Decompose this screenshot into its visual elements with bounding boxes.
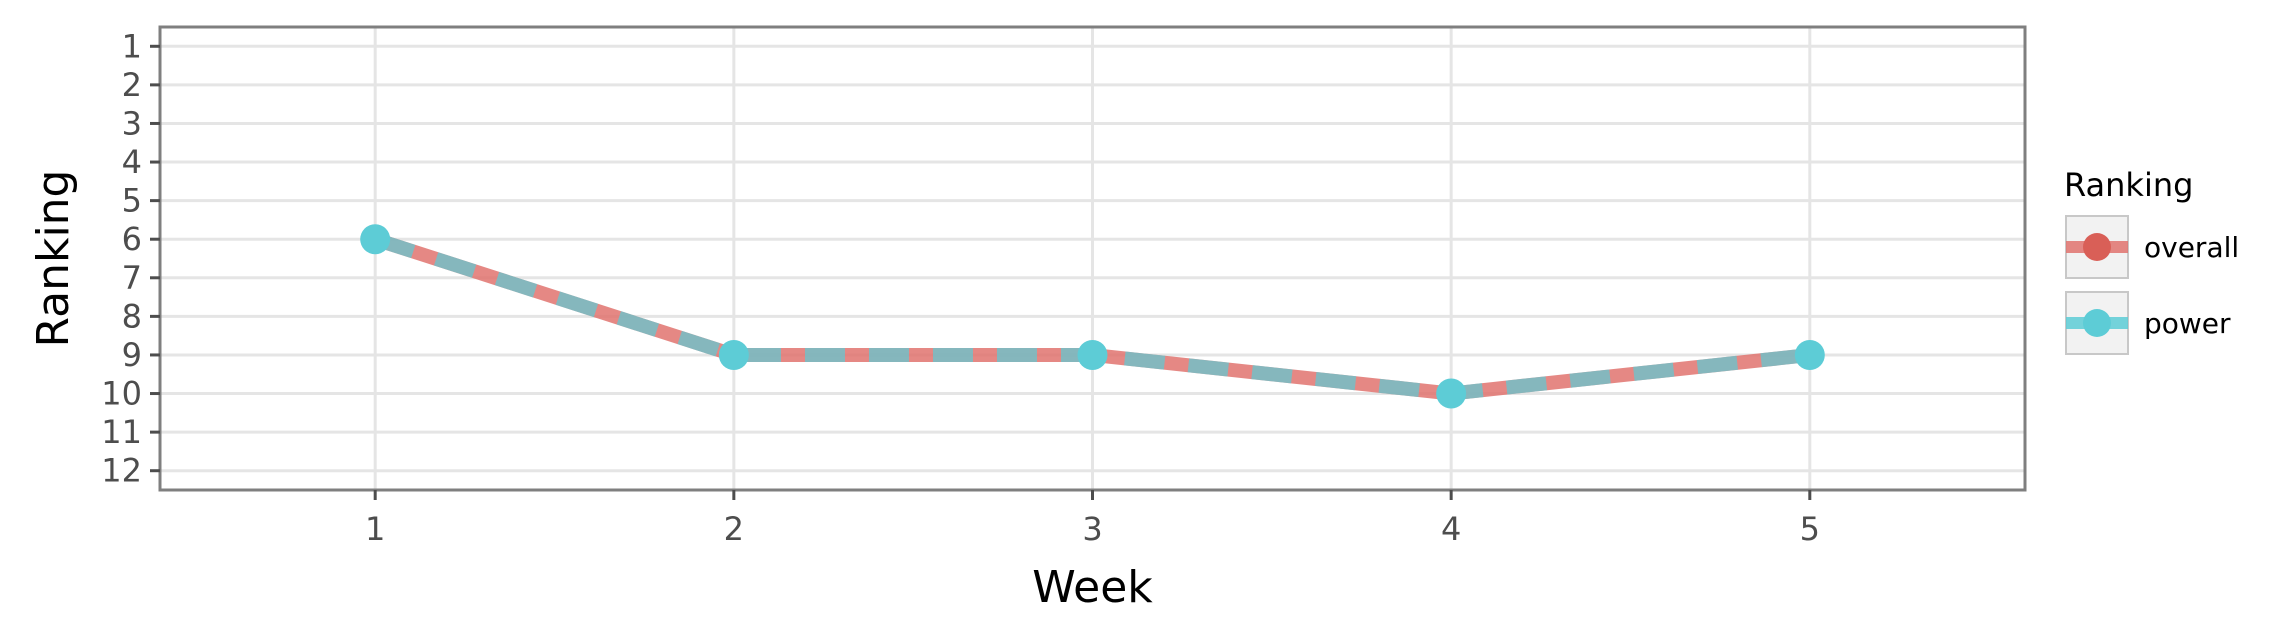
y-tick-label: 1 bbox=[122, 27, 142, 65]
series-lines bbox=[360, 224, 1825, 409]
y-tick-label: 9 bbox=[122, 336, 142, 374]
data-point-power bbox=[360, 224, 391, 255]
y-tick-label: 6 bbox=[122, 220, 142, 258]
x-tick-label: 3 bbox=[1082, 510, 1102, 548]
y-tick-label: 3 bbox=[122, 104, 142, 142]
x-tick-label: 2 bbox=[724, 510, 744, 548]
y-tick-label: 5 bbox=[122, 182, 142, 220]
legend-label-overall: overall bbox=[2144, 231, 2239, 264]
y-tick-label: 8 bbox=[122, 297, 142, 335]
y-tick-label: 12 bbox=[101, 452, 142, 490]
data-point-power bbox=[1077, 339, 1108, 370]
grid bbox=[160, 27, 2025, 490]
data-point-power bbox=[1436, 378, 1467, 409]
data-point-power bbox=[1794, 339, 1825, 370]
y-axis-title: Ranking bbox=[28, 170, 79, 348]
legend: Ranking overall power bbox=[2064, 166, 2239, 355]
legend-title: Ranking bbox=[2064, 166, 2193, 204]
x-axis-title: Week bbox=[1032, 562, 1153, 613]
y-tick-label: 2 bbox=[122, 66, 142, 104]
x-tick-label: 5 bbox=[1800, 510, 1820, 548]
data-point-power bbox=[718, 339, 749, 370]
y-tick-label: 11 bbox=[101, 413, 142, 451]
x-tick-label: 1 bbox=[365, 510, 385, 548]
legend-label-power: power bbox=[2144, 307, 2231, 340]
x-tick-label: 4 bbox=[1441, 510, 1461, 548]
y-tick-label: 4 bbox=[122, 143, 142, 181]
legend-marker-power bbox=[2083, 309, 2111, 337]
legend-marker-overall bbox=[2083, 233, 2111, 261]
y-tick-label: 10 bbox=[101, 375, 142, 413]
y-tick-label: 7 bbox=[122, 259, 142, 297]
x-axis-ticks: 1 2 3 4 5 bbox=[365, 490, 1820, 548]
